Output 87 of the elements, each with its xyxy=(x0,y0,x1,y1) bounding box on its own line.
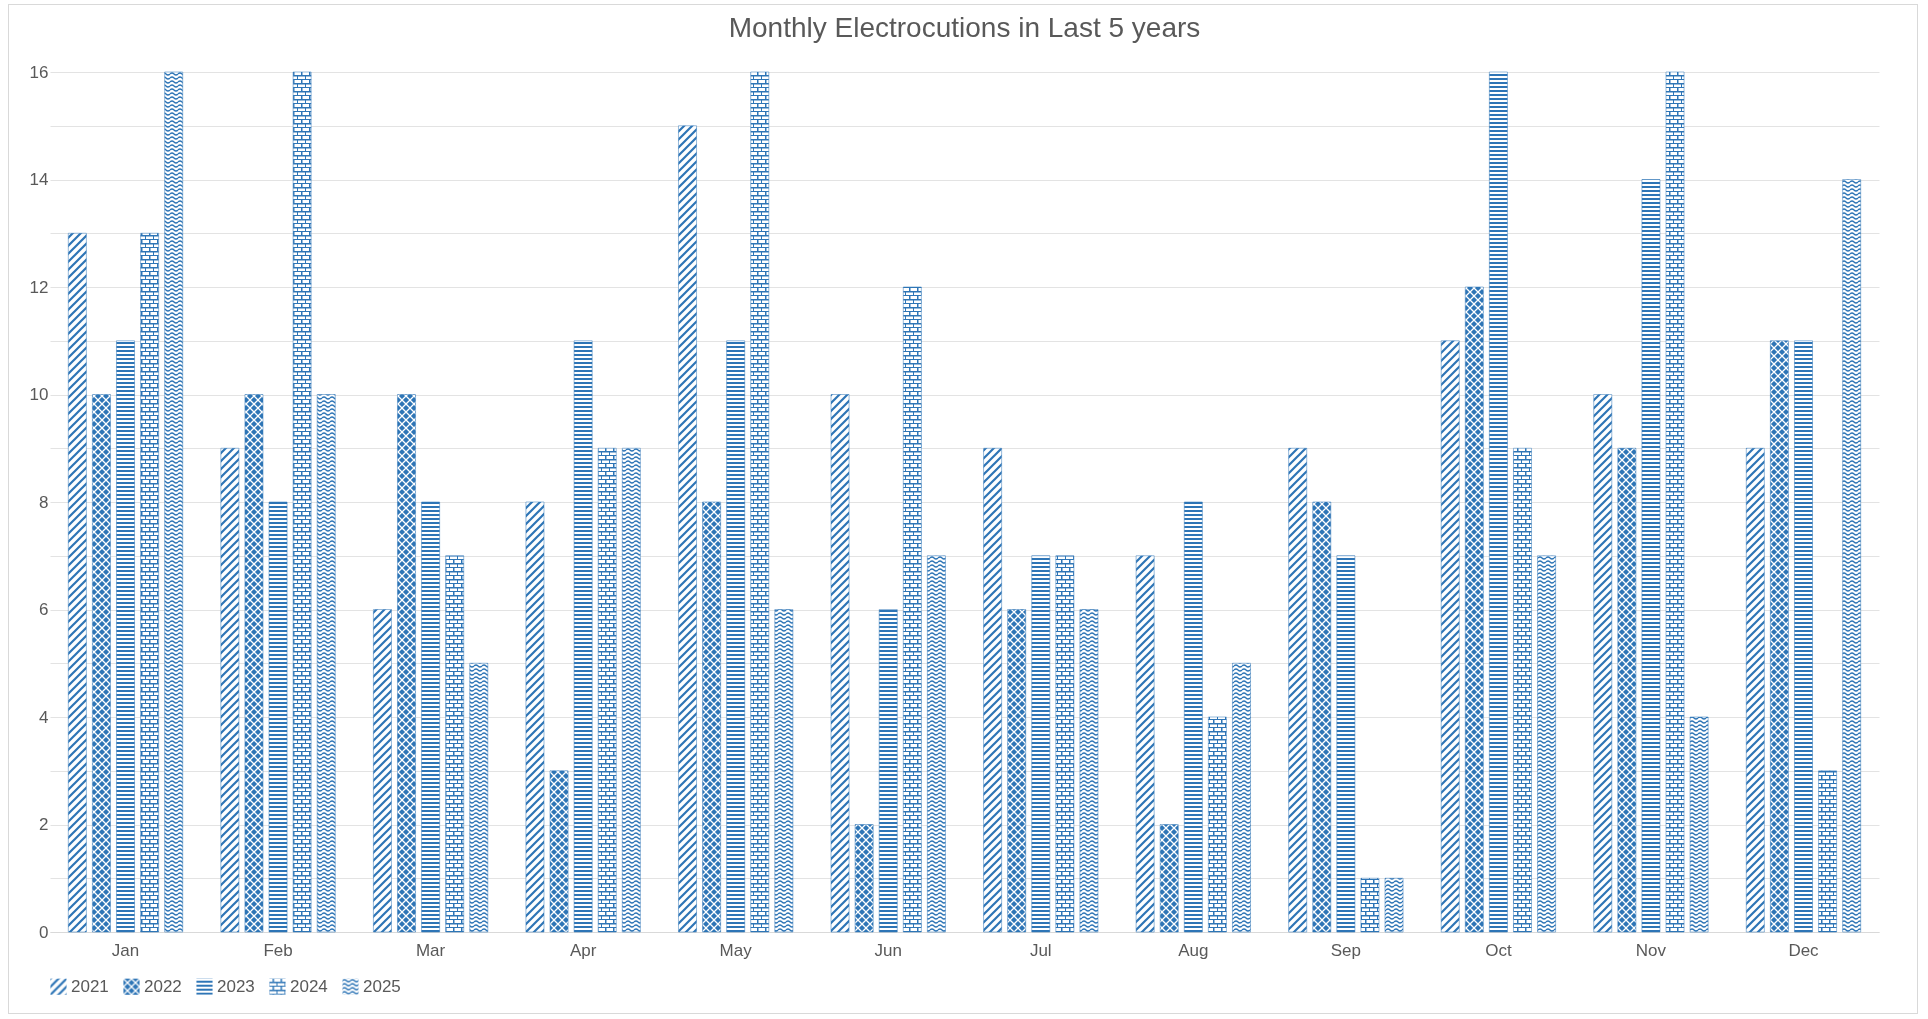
bar xyxy=(830,394,850,933)
bar xyxy=(702,501,721,933)
y-tick-label: 14 xyxy=(29,170,49,189)
bar xyxy=(1312,501,1332,933)
bar xyxy=(573,340,593,933)
y-tick-label: 12 xyxy=(29,277,49,297)
x-tick-label: Apr xyxy=(569,940,597,960)
bar xyxy=(878,609,898,933)
bar xyxy=(469,663,489,933)
bar xyxy=(1184,501,1203,933)
x-tick-label: Feb xyxy=(263,940,293,960)
bar xyxy=(1159,824,1179,933)
bar xyxy=(445,555,464,933)
bar xyxy=(1593,394,1613,933)
bar xyxy=(1465,286,1484,933)
y-tick-label: 6 xyxy=(39,600,49,619)
y-tick-label: 2 xyxy=(39,815,49,834)
bar xyxy=(1055,555,1075,933)
bar xyxy=(983,448,1002,933)
bar xyxy=(903,286,922,933)
x-tick-label: Nov xyxy=(1635,940,1667,960)
bar xyxy=(1384,878,1404,933)
x-tick-label: Oct xyxy=(1485,940,1512,960)
bar xyxy=(549,770,569,933)
x-tick-label: Aug xyxy=(1178,940,1209,960)
bar xyxy=(774,609,794,933)
y-tick-label: 8 xyxy=(39,492,49,512)
legend-label: 2025 xyxy=(363,976,401,996)
bar xyxy=(421,501,440,933)
bar xyxy=(397,394,416,933)
legend-label: 2023 xyxy=(217,976,255,996)
bar xyxy=(140,233,159,933)
bar xyxy=(1232,663,1251,933)
bar xyxy=(1689,716,1709,933)
bar xyxy=(244,394,264,933)
bar xyxy=(1794,340,1813,933)
x-tick-label: May xyxy=(719,940,753,960)
x-tick-label: Dec xyxy=(1788,940,1820,960)
y-tick-label: 0 xyxy=(39,922,49,942)
bar xyxy=(1135,555,1155,933)
y-tick-label: 16 xyxy=(29,62,49,82)
bar xyxy=(1079,609,1099,933)
x-tick-label: Jun xyxy=(874,940,902,960)
x-tick-label: Jul xyxy=(1029,940,1052,960)
bar xyxy=(116,340,135,933)
bar xyxy=(1489,71,1508,933)
bar xyxy=(268,501,288,933)
bar xyxy=(373,609,392,933)
bar xyxy=(164,71,183,933)
bar xyxy=(726,340,745,933)
bar xyxy=(1031,555,1051,933)
bar xyxy=(220,448,240,933)
bar xyxy=(1641,179,1661,933)
bar xyxy=(1360,878,1380,933)
bar xyxy=(622,448,641,933)
legend-label: 2022 xyxy=(144,976,182,996)
bar xyxy=(927,555,946,933)
bar xyxy=(1513,448,1532,933)
legend-label: 2021 xyxy=(71,976,109,996)
bar xyxy=(1440,340,1460,933)
x-tick-label: Sep xyxy=(1330,940,1361,960)
bar xyxy=(92,394,111,933)
bar xyxy=(292,71,312,933)
bar xyxy=(1208,716,1227,933)
bar xyxy=(68,233,87,933)
bar xyxy=(1336,555,1356,933)
bar xyxy=(525,501,545,933)
x-tick-label: Jan xyxy=(111,940,140,960)
bar xyxy=(1288,448,1307,933)
bar xyxy=(854,824,874,933)
x-tick-label: Mar xyxy=(415,940,446,960)
bar xyxy=(1842,179,1861,933)
bar xyxy=(1746,448,1765,933)
bar xyxy=(1007,609,1026,933)
bar xyxy=(1665,71,1685,933)
bar xyxy=(678,125,697,933)
legend-label: 2024 xyxy=(290,976,328,996)
bar xyxy=(1770,340,1789,933)
bar xyxy=(1537,555,1556,933)
bar xyxy=(1617,448,1637,933)
y-tick-label: 4 xyxy=(39,707,49,727)
bar xyxy=(1818,770,1837,933)
chart-title: Monthly Electrocutions in Last 5 years xyxy=(728,12,1201,43)
y-tick-label: 10 xyxy=(29,385,49,404)
bar xyxy=(316,394,336,933)
bar xyxy=(597,448,617,933)
bar xyxy=(750,71,770,933)
